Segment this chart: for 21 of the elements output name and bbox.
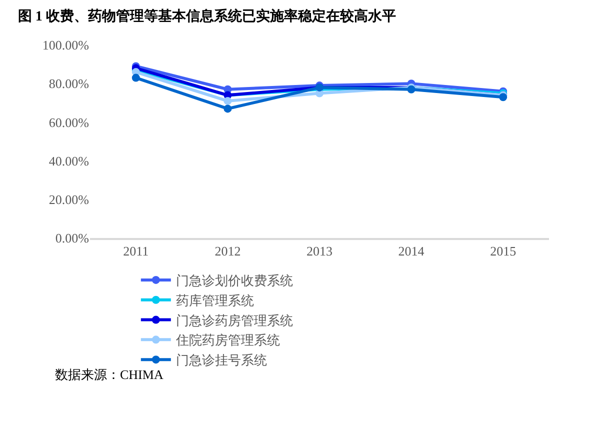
chart-title: 图 1 收费、药物管理等基本信息系统已实施率稳定在较高水平 bbox=[18, 8, 396, 24]
x-tick-label: 2011 bbox=[123, 243, 149, 258]
y-tick-label: 60.00% bbox=[48, 114, 90, 130]
legend-label: 门急诊挂号系统 bbox=[176, 352, 267, 368]
x-tick-label: 2015 bbox=[490, 243, 516, 258]
x-tick-label: 2014 bbox=[398, 243, 425, 258]
legend-label: 药库管理系统 bbox=[176, 292, 254, 308]
y-tick-label: 100.00% bbox=[42, 38, 90, 53]
legend-label: 住院药房管理系统 bbox=[174, 332, 280, 348]
point bbox=[132, 74, 140, 82]
source-note: 数据来源：CHIMA bbox=[55, 367, 164, 382]
x-tick-label: 2012 bbox=[214, 243, 241, 258]
legend-label: 门急诊划价收费系统 bbox=[176, 273, 293, 288]
y-tick-label: 40.00% bbox=[48, 153, 90, 168]
point bbox=[224, 96, 232, 105]
y-tick-label: 80.00% bbox=[48, 76, 90, 92]
y-tick-label: 20.00% bbox=[48, 192, 90, 207]
x-tick-label: 2013 bbox=[306, 243, 332, 258]
legend-label: 门急诊药房管理系统 bbox=[176, 312, 293, 328]
point bbox=[224, 104, 232, 113]
y-tick-label: 0.00% bbox=[55, 230, 90, 246]
